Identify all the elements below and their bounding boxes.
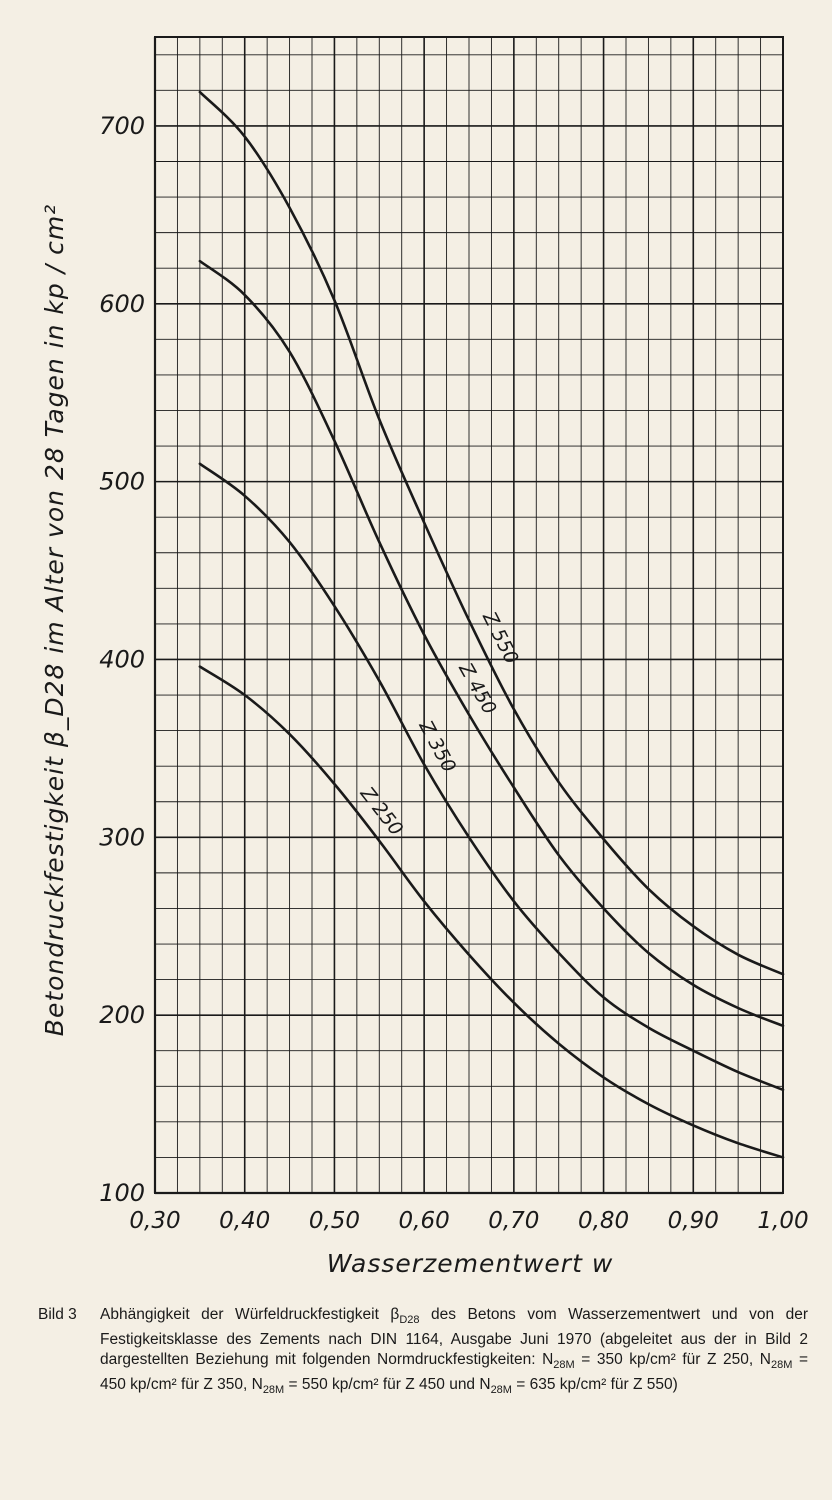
- series-line: [198, 259, 785, 1028]
- x-tick-label: 0,90: [668, 1208, 719, 1234]
- curve-label: Z 450: [454, 658, 501, 718]
- y-tick-label: 700: [99, 112, 145, 140]
- grid: [153, 36, 784, 1195]
- x-tick-label: 0,50: [309, 1208, 360, 1234]
- y-tick-labels: 100 200 300 400 500 600 700: [99, 112, 145, 1207]
- caption-label: Bild 3: [38, 1306, 77, 1323]
- x-tick-label: 1,00: [757, 1208, 808, 1234]
- curve-label: Z 250: [355, 782, 407, 840]
- series-line: [198, 665, 785, 1159]
- y-tick-label: 400: [99, 645, 145, 673]
- y-tick-label: 200: [99, 1001, 145, 1029]
- x-tick-label: 0,40: [219, 1208, 270, 1234]
- curve-label: Z 550: [478, 607, 523, 667]
- y-tick-label: 300: [99, 823, 145, 851]
- curve-label: Z 350: [414, 716, 460, 776]
- caption-text: Abhängigkeit der Würfeldruckfestigkeit β…: [100, 1306, 808, 1397]
- y-tick-label: 100: [99, 1179, 145, 1207]
- y-tick-label: 600: [99, 290, 145, 318]
- y-axis-title: Betondruckfestigkeit β_D28 im Alter von …: [40, 204, 69, 1036]
- x-tick-label: 0,80: [578, 1208, 629, 1234]
- curves: [198, 90, 785, 1159]
- x-tick-label: 0,30: [129, 1208, 180, 1234]
- x-tick-labels: 0,30 0,40 0,50 0,60 0,70 0,80 0,90 1,00: [129, 1208, 808, 1234]
- figure-caption: Bild 3 Abhängigkeit der Würfeldruckfesti…: [38, 1305, 808, 1400]
- y-tick-label: 500: [99, 468, 145, 496]
- x-tick-label: 0,60: [399, 1208, 450, 1234]
- series-line: [198, 90, 785, 976]
- series-line: [198, 462, 785, 1092]
- x-axis-title: Wasserzementwert w: [327, 1249, 614, 1278]
- x-tick-label: 0,70: [488, 1208, 539, 1234]
